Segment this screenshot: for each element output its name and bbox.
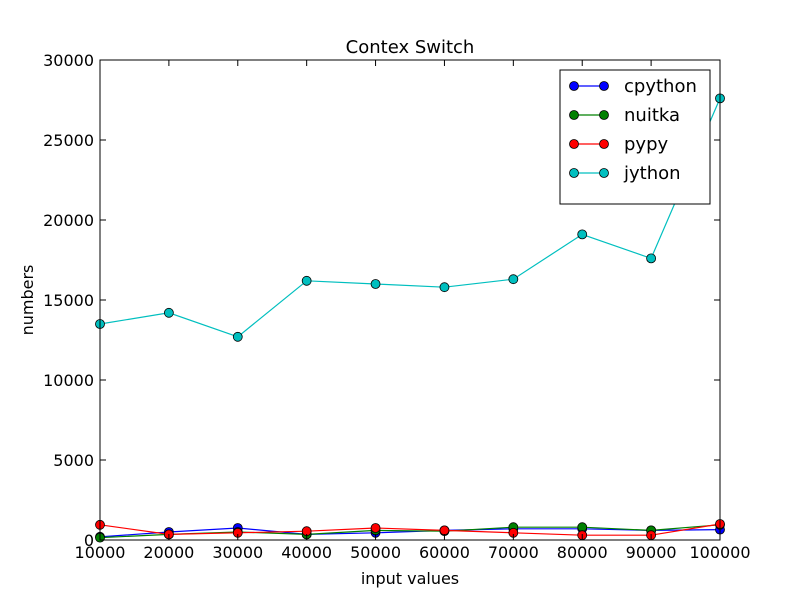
y-tick-label: 25000: [43, 131, 94, 150]
legend-marker-nuitka: [569, 110, 579, 120]
series-line-jython: [99, 98, 721, 338]
x-tick-label: 60000: [419, 543, 470, 562]
y-tick-label: 20000: [43, 211, 94, 230]
data-point-jython: [163, 307, 174, 318]
series-line-pypy: [99, 523, 721, 536]
legend: cpython nuitka pypy jython: [559, 69, 711, 205]
legend-marker-cpython: [599, 81, 609, 91]
y-tick-label: 15000: [43, 291, 94, 310]
x-tick-label: 100000: [689, 543, 750, 562]
data-point-jython: [439, 282, 450, 293]
plot-area: [95, 93, 725, 543]
x-tick-label: 20000: [143, 543, 194, 562]
data-point-jython: [577, 229, 588, 240]
y-tick-label: 0: [84, 531, 94, 550]
chart-title: Contex Switch: [346, 37, 475, 58]
legend-marker-pypy: [599, 139, 609, 149]
data-point-jython: [232, 331, 243, 342]
legend-label-cpython: cpython: [624, 76, 697, 97]
x-tick-label: 90000: [626, 543, 677, 562]
legend-marker-cpython: [569, 81, 579, 91]
data-point-pypy: [370, 523, 381, 533]
axis-ticks: 10000 20000 30000 40000 50000 60000 70000 80000…: [43, 51, 750, 562]
y-tick-label: 5000: [53, 451, 94, 470]
x-tick-label: 40000: [281, 543, 332, 562]
y-axis-label: numbers: [18, 265, 37, 336]
data-point-pypy: [439, 525, 450, 536]
x-tick-label: 80000: [557, 543, 608, 562]
y-tick-label: 30000: [43, 51, 94, 70]
series-line-cpython: [99, 527, 721, 538]
x-tick-label: 30000: [212, 543, 263, 562]
legend-marker-jython: [569, 168, 579, 178]
data-point-jython: [646, 253, 657, 264]
x-tick-label: 10000: [75, 543, 126, 562]
data-point-jython: [508, 274, 519, 285]
legend-box: [559, 69, 711, 205]
data-point-jython: [370, 279, 381, 289]
legend-label-jython: jython: [623, 163, 681, 184]
data-point-jython: [301, 275, 312, 286]
x-tick-label: 50000: [350, 543, 401, 562]
legend-label-pypy: pypy: [624, 134, 669, 155]
legend-marker-pypy: [569, 139, 579, 149]
x-axis-label: input values: [361, 569, 459, 588]
legend-marker-nuitka: [599, 110, 609, 120]
legend-label-nuitka: nuitka: [624, 105, 680, 126]
x-tick-label: 70000: [488, 543, 539, 562]
legend-marker-jython: [599, 168, 609, 178]
y-tick-label: 10000: [43, 371, 94, 390]
